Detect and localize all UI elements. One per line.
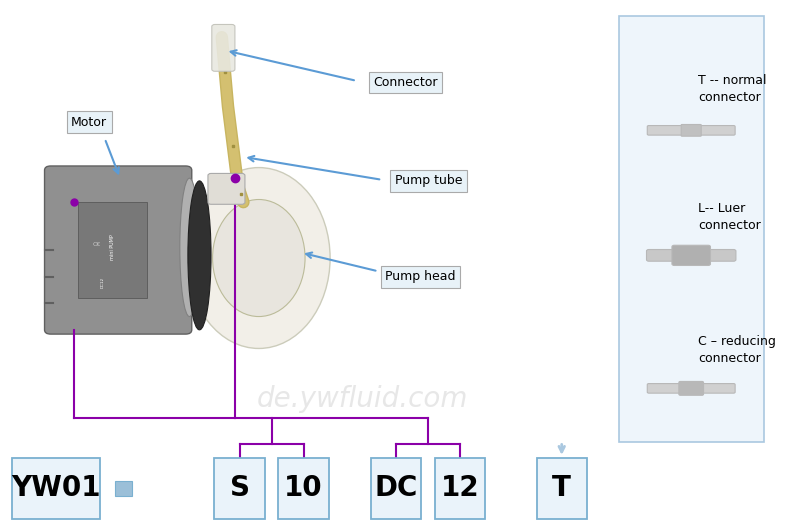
FancyBboxPatch shape bbox=[12, 458, 100, 519]
FancyBboxPatch shape bbox=[536, 458, 587, 519]
FancyBboxPatch shape bbox=[672, 245, 710, 265]
FancyBboxPatch shape bbox=[212, 24, 235, 71]
FancyBboxPatch shape bbox=[647, 384, 735, 393]
Text: de.ywfluid.com: de.ywfluid.com bbox=[257, 385, 468, 413]
FancyBboxPatch shape bbox=[681, 124, 702, 136]
Text: T -- normal
connector: T -- normal connector bbox=[698, 74, 766, 104]
FancyBboxPatch shape bbox=[214, 458, 265, 519]
FancyBboxPatch shape bbox=[208, 173, 245, 204]
FancyBboxPatch shape bbox=[647, 126, 735, 135]
Ellipse shape bbox=[180, 178, 199, 317]
Text: Connector: Connector bbox=[373, 76, 437, 89]
Ellipse shape bbox=[188, 181, 211, 330]
FancyBboxPatch shape bbox=[278, 458, 328, 519]
FancyBboxPatch shape bbox=[435, 458, 485, 519]
FancyBboxPatch shape bbox=[646, 250, 736, 261]
FancyBboxPatch shape bbox=[679, 381, 703, 395]
FancyBboxPatch shape bbox=[115, 481, 131, 496]
Text: S: S bbox=[229, 475, 249, 502]
FancyBboxPatch shape bbox=[619, 16, 763, 442]
Text: C – reducing
connector: C – reducing connector bbox=[698, 335, 776, 365]
FancyBboxPatch shape bbox=[78, 202, 147, 298]
FancyBboxPatch shape bbox=[44, 166, 191, 334]
Text: mini PUMP: mini PUMP bbox=[110, 235, 115, 260]
Text: L-- Luer
connector: L-- Luer connector bbox=[698, 202, 761, 232]
Text: T: T bbox=[552, 475, 571, 502]
Text: 12: 12 bbox=[441, 475, 479, 502]
Ellipse shape bbox=[213, 200, 305, 317]
FancyBboxPatch shape bbox=[371, 458, 421, 519]
Ellipse shape bbox=[187, 168, 330, 348]
Text: 10: 10 bbox=[284, 475, 323, 502]
Text: C€: C€ bbox=[93, 242, 101, 247]
Text: YW01: YW01 bbox=[11, 475, 101, 502]
Text: DC12: DC12 bbox=[100, 277, 104, 287]
Text: DC: DC bbox=[374, 475, 418, 502]
Text: Pump head: Pump head bbox=[385, 270, 456, 283]
Text: Pump tube: Pump tube bbox=[395, 174, 462, 187]
Text: Motor: Motor bbox=[71, 116, 108, 129]
